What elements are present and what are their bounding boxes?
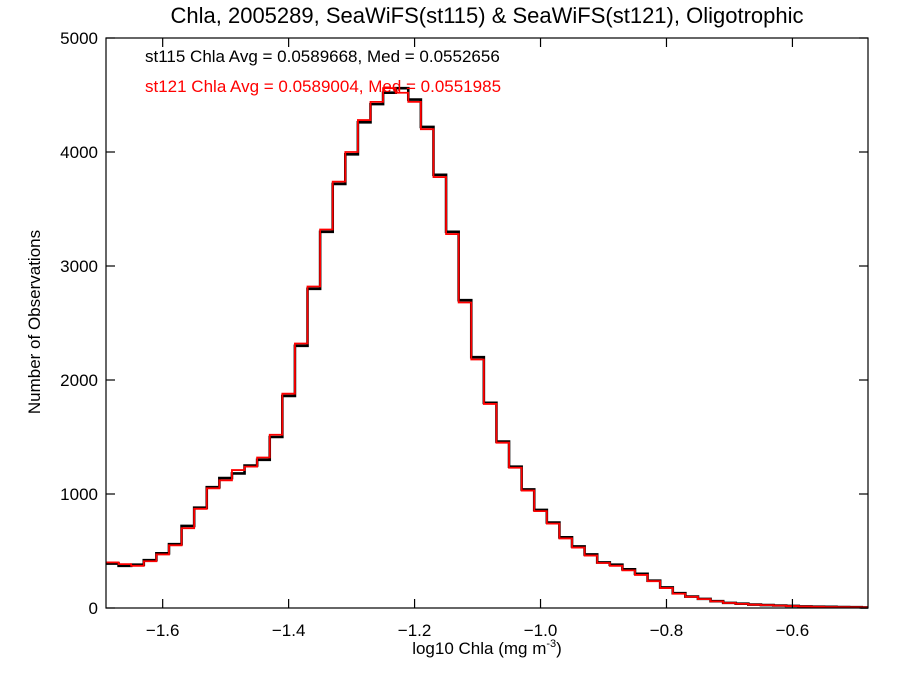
y-axis-ticks: 0 1000 2000 3000 4000 5000 <box>60 29 868 618</box>
y-tick-label: 4000 <box>60 143 98 162</box>
annotation-st115: st115 Chla Avg = 0.0589668, Med = 0.0552… <box>145 47 500 66</box>
series-layer <box>106 86 868 609</box>
y-axis-label: Number of Observations <box>25 230 44 414</box>
x-tick-label: −1.0 <box>524 621 558 640</box>
x-tick-label: −1.4 <box>272 621 306 640</box>
x-tick-label: −1.2 <box>398 621 432 640</box>
y-tick-label: 2000 <box>60 371 98 390</box>
x-axis-label-superscript: -3 <box>546 638 556 650</box>
x-tick-label: −0.6 <box>776 621 810 640</box>
y-tick-label: 0 <box>89 599 98 618</box>
plot-area: −1.6 −1.4 −1.2 −1.0 −0.8 −0.6 0 1000 2000 3000 40… <box>60 29 869 640</box>
annotation-st121: st121 Chla Avg = 0.0589004, Med = 0.0551… <box>145 77 501 96</box>
plot-frame <box>105 37 869 609</box>
series-line-1 <box>106 87 868 609</box>
y-tick-label: 5000 <box>60 29 98 48</box>
x-tick-label: −1.6 <box>146 621 180 640</box>
chart-title: Chla, 2005289, SeaWiFS(st115) & SeaWiFS(… <box>171 3 804 28</box>
x-axis-label-main: log10 Chla (mg m <box>412 639 546 658</box>
y-tick-label: 3000 <box>60 257 98 276</box>
x-axis-ticks: −1.6 −1.4 −1.2 −1.0 −0.8 −0.6 <box>146 38 809 640</box>
x-axis-label: log10 Chla (mg m-3) <box>412 638 562 658</box>
x-axis-label-suffix: ) <box>556 639 562 658</box>
y-tick-label: 1000 <box>60 485 98 504</box>
x-tick-label: −0.8 <box>650 621 684 640</box>
